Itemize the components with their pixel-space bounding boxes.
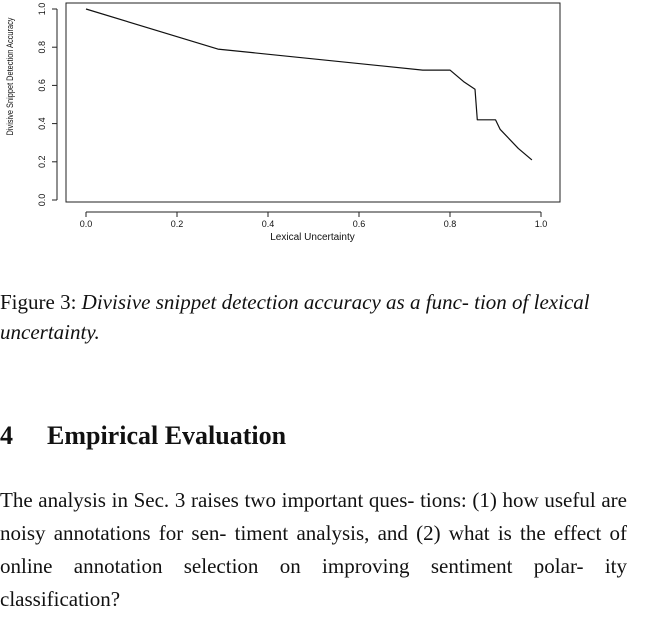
plot-frame [65,2,561,203]
section-heading: 4 Empirical Evaluation [0,418,664,454]
y-tick-label: 0.6 [37,79,47,92]
x-tick-label: 0.4 [262,219,275,229]
series-line [85,8,533,161]
x-axis-label: Lexical Uncertainty [270,232,354,243]
x-tick-label: 0.8 [444,219,457,229]
x-tick-label: 1.0 [535,219,548,229]
caption-label: Figure 3: [0,290,77,314]
y-tick-label: 0.0 [37,194,47,207]
y-tick-label: 1.0 [37,3,47,16]
figure-caption: Figure 3: Divisive snippet detection acc… [0,287,664,347]
accuracy-chart: 0.0 0.2 0.4 0.6 0.8 1.0 0.0 0.2 0.4 0.6 0.8 1.0 Lex… [4,2,561,243]
section-number: 4 [0,421,13,450]
y-tick-label: 0.2 [37,156,47,169]
y-axis-label: Divisive Snippet Detection Accuracy [4,17,15,136]
x-tick-label: 0.2 [171,219,184,229]
y-tick-label: 0.4 [37,117,47,130]
x-tick-label: 0.0 [80,219,93,229]
caption-text: Divisive snippet detection accuracy as a… [0,290,590,344]
x-tick-label: 0.6 [353,219,366,229]
body-paragraph: The analysis in Sec. 3 raises two import… [0,488,627,611]
y-tick-label: 0.8 [37,41,47,54]
section-title: Empirical Evaluation [47,421,287,450]
